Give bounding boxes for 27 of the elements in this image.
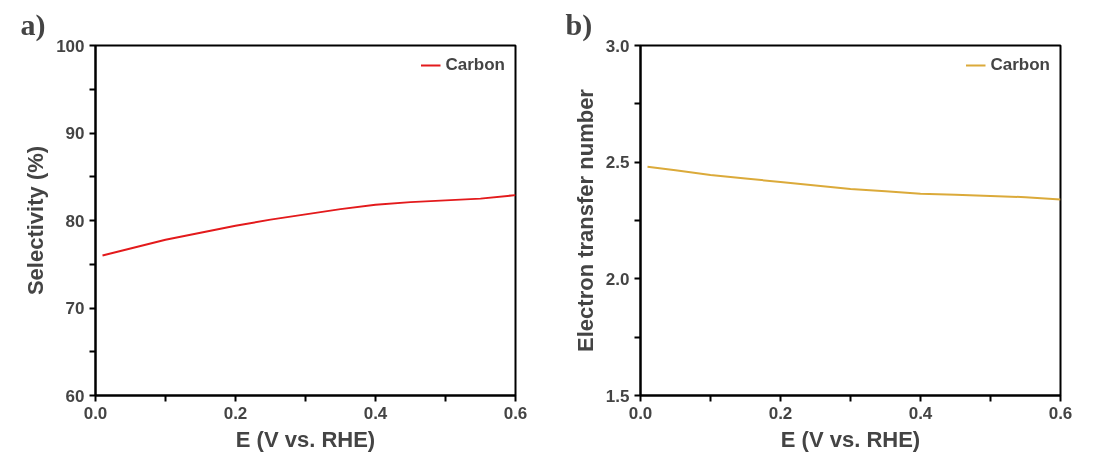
y-tick-label: 70 xyxy=(65,299,85,318)
x-tick-label: 0.0 xyxy=(83,403,108,423)
x-tick-label: 0.0 xyxy=(628,403,653,423)
x-tick-label: 0.4 xyxy=(908,403,933,423)
chart-title: a) xyxy=(20,7,46,42)
x-tick-label: 0.2 xyxy=(768,403,793,423)
y-tick-label: 3.0 xyxy=(605,36,630,56)
y-tick-label: 90 xyxy=(65,124,85,143)
y-axis-title: Selectivity (%) xyxy=(23,145,49,296)
y-tick-label: 100 xyxy=(56,36,85,56)
y-tick-label: 80 xyxy=(65,211,85,231)
x-tick-label: 0.6 xyxy=(503,403,528,423)
x-tick-label: 0.4 xyxy=(363,403,388,423)
x-axis-title: E (V vs. RHE) xyxy=(235,426,376,452)
y-tick-label: 2.5 xyxy=(605,153,630,173)
y-tick-label: 1.5 xyxy=(605,386,630,406)
chart-title: b) xyxy=(565,7,593,42)
line-series xyxy=(646,165,1061,201)
x-tick-label: 0.6 xyxy=(1048,403,1073,423)
legend-label: Carbon xyxy=(990,55,1050,75)
line-series xyxy=(101,194,516,257)
x-tick-label: 0.2 xyxy=(223,403,248,423)
legend-label: Carbon xyxy=(445,55,505,75)
x-axis-title: E (V vs. RHE) xyxy=(780,426,921,452)
y-tick-label: 60 xyxy=(65,386,85,406)
y-axis-title: Electron transfer number xyxy=(572,88,598,352)
y-tick-label: 2.0 xyxy=(605,269,630,289)
